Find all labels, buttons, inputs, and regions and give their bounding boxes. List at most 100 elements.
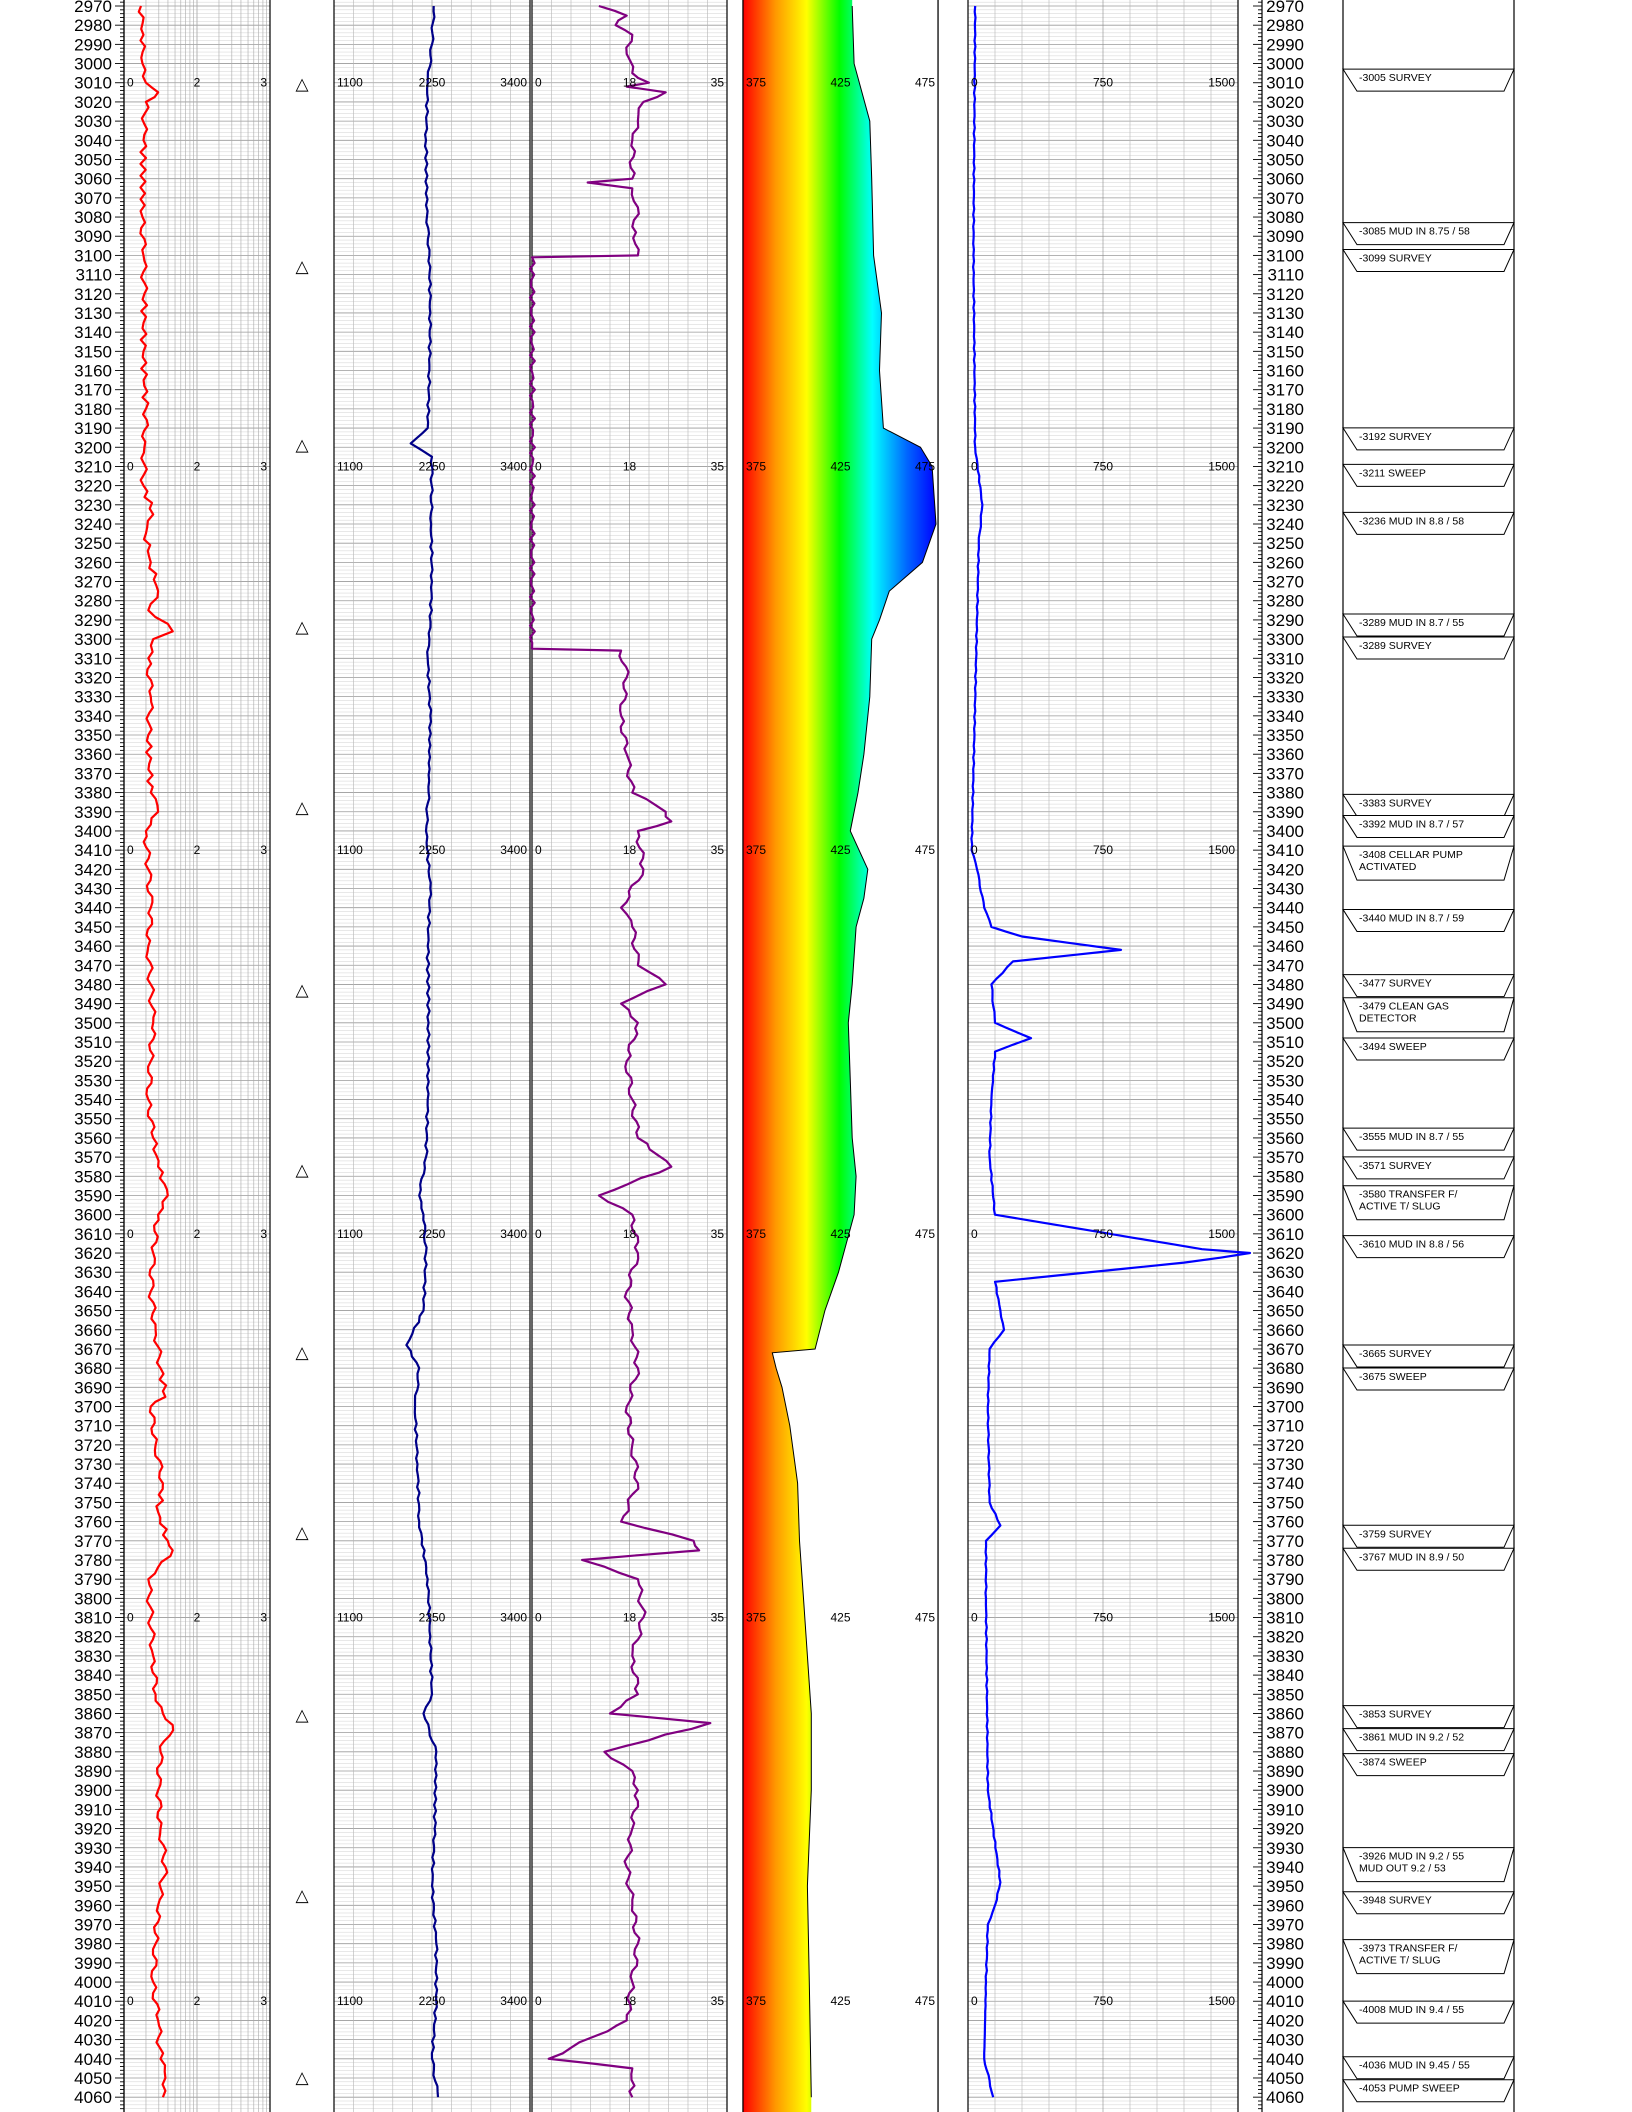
depth-label: 3990 [1266, 1954, 1304, 1973]
remark-box [1342, 1156, 1515, 1180]
depth-label: 4030 [1266, 2031, 1304, 2050]
remark-box [1342, 427, 1515, 451]
depth-label: 3760 [1266, 1513, 1304, 1532]
track4-scale-label: 375 [746, 1227, 766, 1241]
remark-box [1342, 68, 1515, 92]
depth-label: 3650 [74, 1302, 112, 1321]
depth-label: 3700 [74, 1398, 112, 1417]
track4-scale-label: 375 [746, 1611, 766, 1625]
depth-label: 3440 [1266, 899, 1304, 918]
depth-label: 3750 [74, 1493, 112, 1512]
track5-scale-label: 750 [1093, 1227, 1113, 1241]
depth-label: 3940 [74, 1858, 112, 1877]
depth-label: 3800 [74, 1589, 112, 1608]
remark-box [1342, 1753, 1515, 1777]
depth-label: 4040 [74, 2050, 112, 2069]
depth-label: 3310 [1266, 649, 1304, 668]
depth-label: 3190 [74, 419, 112, 438]
depth-label: 3980 [1266, 1935, 1304, 1954]
depth-axis-left: 2970298029903000301030203030304030503060… [74, 0, 125, 2112]
depth-label: 3980 [74, 1935, 112, 1954]
depth-label: 3690 [1266, 1378, 1304, 1397]
track5-scale-label: 1500 [1208, 843, 1235, 857]
depth-label: 3100 [74, 246, 112, 265]
remark-box [1342, 613, 1515, 637]
depth-label: 3270 [74, 573, 112, 592]
depth-label: 3400 [1266, 822, 1304, 841]
remark-box [1342, 636, 1515, 660]
depth-label: 4000 [74, 1973, 112, 1992]
depth-label: 4010 [1266, 1992, 1304, 2011]
depth-label: 3230 [74, 496, 112, 515]
depth-label: 3740 [1266, 1474, 1304, 1493]
depth-label: 3060 [1266, 170, 1304, 189]
depth-label: 3720 [1266, 1436, 1304, 1455]
depth-label: 3880 [74, 1743, 112, 1762]
triangle-marker: △ [295, 1705, 309, 1724]
depth-label: 2980 [1266, 16, 1304, 35]
depth-label: 3110 [1267, 266, 1304, 285]
depth-label: 3570 [1266, 1148, 1304, 1167]
track4-scale-label: 375 [746, 76, 766, 90]
depth-label: 3050 [74, 150, 112, 169]
remark-text: ACTIVE T/ SLUG [1359, 1955, 1441, 1967]
track5-scale-label: 750 [1093, 843, 1113, 857]
depth-label: 3830 [74, 1647, 112, 1666]
depth-label: 3010 [1266, 74, 1304, 93]
track3-scale-label: 35 [711, 1227, 725, 1241]
depth-label: 3370 [74, 764, 112, 783]
depth-label: 3950 [74, 1877, 112, 1896]
depth-label: 3660 [1266, 1321, 1304, 1340]
depth-label: 3110 [75, 266, 112, 285]
track1-scale-label: 3 [260, 843, 267, 857]
track4-scale-label: 475 [915, 459, 935, 473]
depth-label: 3340 [74, 707, 112, 726]
depth-label: 3770 [74, 1532, 112, 1551]
track5-scale-label: 750 [1093, 459, 1113, 473]
depth-label: 3800 [1266, 1589, 1304, 1608]
depth-label: 3540 [74, 1091, 112, 1110]
depth-label: 3300 [74, 630, 112, 649]
depth-label: 3840 [74, 1666, 112, 1685]
depth-label: 3360 [74, 745, 112, 764]
depth-label: 3560 [74, 1129, 112, 1148]
depth-label: 3370 [1266, 764, 1304, 783]
depth-label: 3940 [1266, 1858, 1304, 1877]
depth-label: 3710 [1266, 1417, 1304, 1436]
depth-label: 3430 [74, 880, 112, 899]
track4-curve [771, 5, 937, 2098]
depth-label: 3790 [1266, 1570, 1304, 1589]
track5-scale-label: 1500 [1208, 76, 1235, 90]
triangle-marker: △ [295, 2068, 309, 2087]
depth-label: 3710 [74, 1417, 112, 1436]
depth-label: 3350 [74, 726, 112, 745]
depth-label: 3010 [74, 74, 112, 93]
depth-label: 3170 [74, 381, 112, 400]
track2-scale-label: 2250 [419, 1227, 446, 1241]
track1-curve [137, 5, 175, 2098]
depth-label: 3090 [1266, 227, 1304, 246]
depth-label: 3260 [74, 553, 112, 572]
depth-label: 3870 [74, 1724, 112, 1743]
track2-scale-label: 3400 [500, 1227, 527, 1241]
depth-label: 3190 [1266, 419, 1304, 438]
track2-scale-label: 3400 [500, 1611, 527, 1625]
depth-label: 3750 [1266, 1493, 1304, 1512]
depth-label: 3220 [74, 477, 112, 496]
depth-label: 3160 [74, 362, 112, 381]
depth-label: 3730 [1266, 1455, 1304, 1474]
depth-label: 3400 [74, 822, 112, 841]
depth-label: 3170 [1266, 381, 1304, 400]
track5-curve [970, 5, 1252, 2098]
remark-text: -3555 MUD IN 8.7 / 55 [1359, 1131, 1464, 1143]
depth-label: 3490 [74, 995, 112, 1014]
remark-text: -3580 TRANSFER F/ [1359, 1189, 1457, 1201]
depth-label: 3890 [74, 1762, 112, 1781]
remark-text: -3853 SURVEY [1359, 1709, 1432, 1721]
remark-text: -3861 MUD IN 9.2 / 52 [1359, 1732, 1464, 1744]
track1-scale-label: 2 [194, 843, 201, 857]
depth-label: 3320 [1266, 668, 1304, 687]
depth-label: 3860 [74, 1704, 112, 1723]
track4-scale-label: 425 [830, 76, 850, 90]
track-2-grid [333, 0, 531, 2112]
